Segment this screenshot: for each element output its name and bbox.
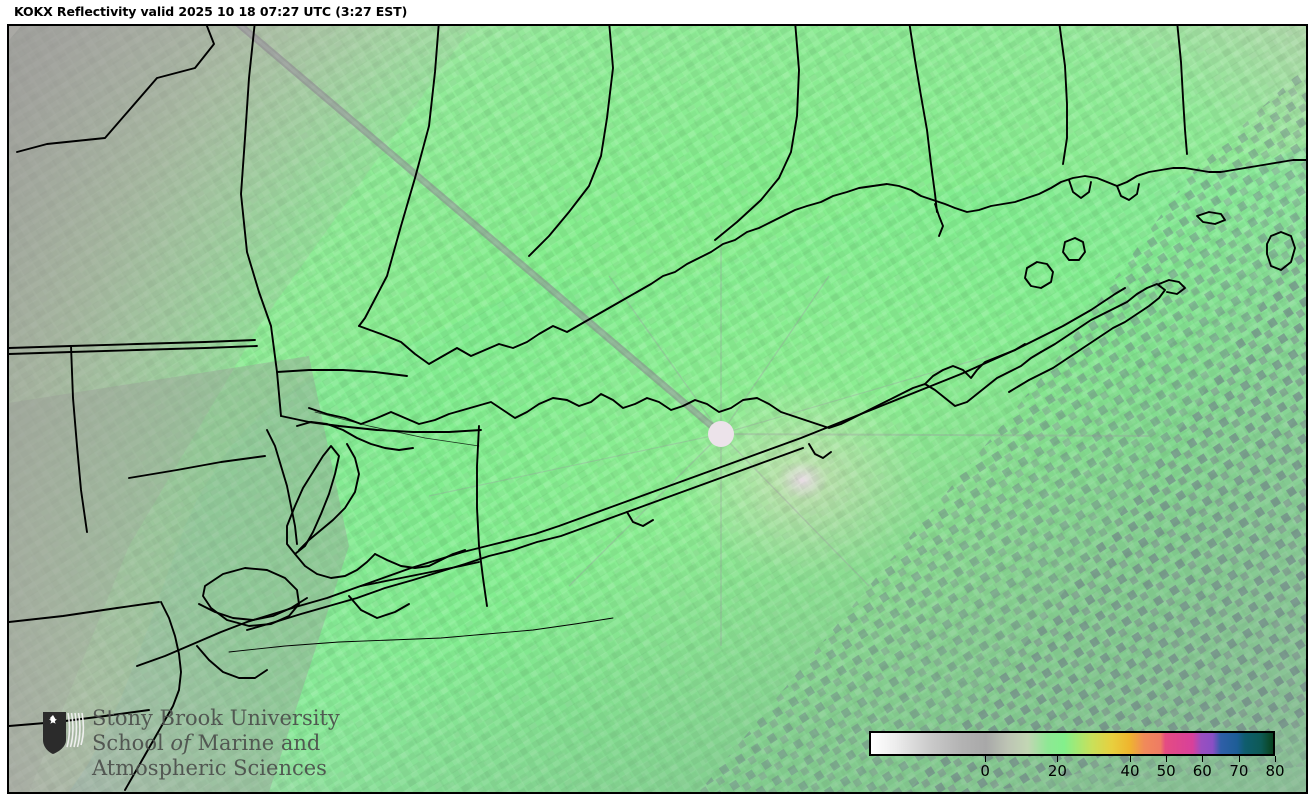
beam-blockage-ray — [235, 26, 724, 437]
geography-lines — [9, 26, 1306, 791]
coastline-ct-inlet-a — [1068, 179, 1092, 199]
colorbar-tick-label: 50 — [1156, 762, 1176, 780]
radar-map-canvas[interactable] — [9, 26, 1306, 792]
coastline-shinnecock — [808, 443, 832, 459]
coastline-orient-point — [1158, 279, 1186, 295]
boundary-ct-hartford — [908, 26, 938, 213]
boundary-westchester-south — [276, 369, 408, 377]
coastline-li-north-shore — [308, 351, 1042, 429]
colorbar-tick-label: 40 — [1120, 762, 1140, 780]
colorbar-tick-label: 20 — [1047, 762, 1067, 780]
coastline-nj-bayshore — [124, 601, 182, 791]
coastline-li-south-shore — [136, 287, 1126, 667]
boundary-nj-mid — [9, 601, 160, 623]
colorbar-tick-mark — [1275, 756, 1276, 762]
boundary-ri — [1176, 26, 1188, 155]
radar-map-panel[interactable] — [7, 24, 1308, 794]
coastline-east-river — [298, 443, 360, 551]
title-bar: KOKX Reflectivity valid 2025 10 18 07:27… — [0, 0, 1316, 24]
radar-echo-field — [9, 26, 1306, 792]
coastline-shelter-island — [1024, 261, 1054, 289]
coastline-fishers-island — [1196, 211, 1226, 225]
colorbar-tick-mark — [1130, 756, 1132, 762]
coastline-moriches-inlet — [626, 511, 654, 527]
colorbar-tick-label: 60 — [1192, 762, 1212, 780]
colorbar-tick-label: 70 — [1229, 762, 1249, 780]
boundary-ct-north — [528, 26, 614, 257]
boundary-hudson-valley — [16, 26, 215, 153]
coastline-staten-island — [202, 567, 300, 627]
colorbar-tick-mark — [1202, 756, 1204, 762]
boundary-ct-newlondon — [1058, 26, 1068, 165]
reflectivity-colorbar[interactable]: 0 20 40 50 60 70 80 — [869, 731, 1285, 787]
coastline-li-north-fork — [1008, 283, 1166, 393]
coastline-bronx-westchester — [296, 421, 414, 451]
boundary-ulster-dutchess — [358, 26, 440, 327]
page-title: KOKX Reflectivity valid 2025 10 18 07:27… — [14, 4, 408, 19]
colorbar-tick-mark — [1238, 756, 1240, 762]
colorbar-tick-mark — [1057, 756, 1059, 762]
boundary-li-sound-line — [314, 411, 480, 447]
coastline-ct-river-mouth — [934, 203, 944, 237]
colorbar-gradient — [871, 733, 1273, 754]
boundary-nj-north — [9, 339, 256, 349]
colorbar-swatch[interactable] — [869, 731, 1275, 756]
colorbar-tick-mark — [985, 756, 987, 762]
coastline-raritan-bay — [198, 597, 308, 621]
coastline-connecticut-shore — [358, 159, 1306, 365]
boundary-nj-essex — [128, 455, 266, 479]
boundary-nj-ramapo — [9, 345, 258, 355]
colorbar-tick-label: 80 — [1265, 762, 1285, 780]
colorbar-tick-mark — [1166, 756, 1168, 762]
coastline-gardiners-island — [1062, 237, 1086, 261]
boundary-nassau-suffolk — [476, 425, 488, 607]
colorbar-tick-label: 0 — [980, 762, 990, 780]
coastline-manhattan — [286, 445, 340, 555]
colorbar-tick-axis: 0 20 40 50 60 70 80 — [869, 756, 1285, 787]
boundary-offshore-faint — [228, 617, 614, 653]
echo-edge-scatter-bins-outer — [909, 236, 1306, 792]
coastline-hudson-river — [266, 429, 298, 545]
coastline-rockaway — [360, 561, 480, 587]
boundary-ct-litchfield — [714, 26, 800, 241]
coastline-block-island — [1266, 231, 1296, 271]
boundary-nj-morris — [70, 345, 88, 533]
coastline-jamaica-bay — [374, 549, 466, 569]
boundary-orange-sullivan — [240, 26, 282, 417]
coastline-sandy-hook — [196, 645, 268, 679]
coastline-upper-bay — [294, 553, 376, 579]
coastline-ct-inlet-b — [1116, 183, 1140, 201]
radar-site-cone-of-silence — [708, 421, 734, 447]
coastline-greatsouthbay — [348, 595, 410, 619]
